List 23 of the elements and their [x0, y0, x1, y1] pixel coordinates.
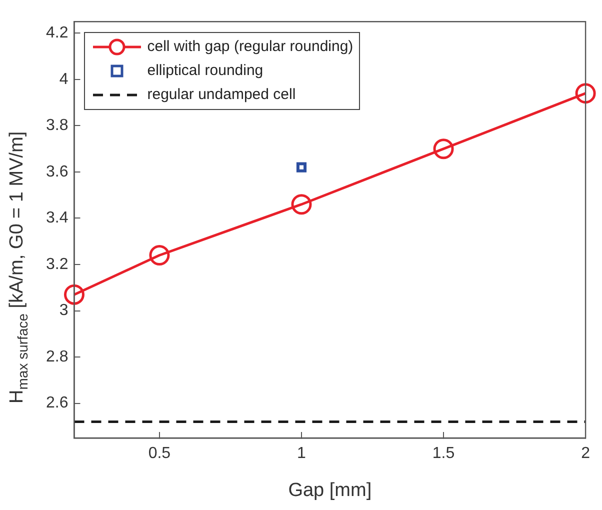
y-tick-label: 4: [59, 70, 68, 88]
point: [433, 138, 454, 160]
x-tick-label: 2: [581, 445, 590, 462]
y-tick-label: 2.8: [46, 348, 68, 366]
y-tick-label: 2.6: [46, 394, 68, 412]
point: [64, 284, 84, 305]
x-axis-title: Gap [mm]: [288, 480, 372, 501]
y-tick-label: 4.2: [46, 24, 68, 42]
y-tick-label: 3.8: [46, 117, 68, 134]
x-tick-label: 1.5: [432, 445, 455, 462]
legend-label: elliptical rounding: [147, 62, 264, 80]
legend-label: regular undamped cell: [147, 86, 296, 104]
point: [296, 162, 307, 172]
point: [575, 83, 596, 104]
x-tick-label: 0.5: [148, 445, 171, 462]
y-tick-label: 3: [59, 302, 68, 320]
point: [149, 244, 170, 266]
point: [291, 194, 312, 215]
y-tick-label: 3.2: [46, 256, 68, 273]
x-tick-label: 1: [297, 445, 306, 462]
y-tick-label: 3.4: [46, 210, 68, 227]
legend-label: cell with gap (regular rounding): [147, 38, 354, 56]
y-tick-label: 3.6: [46, 163, 68, 180]
